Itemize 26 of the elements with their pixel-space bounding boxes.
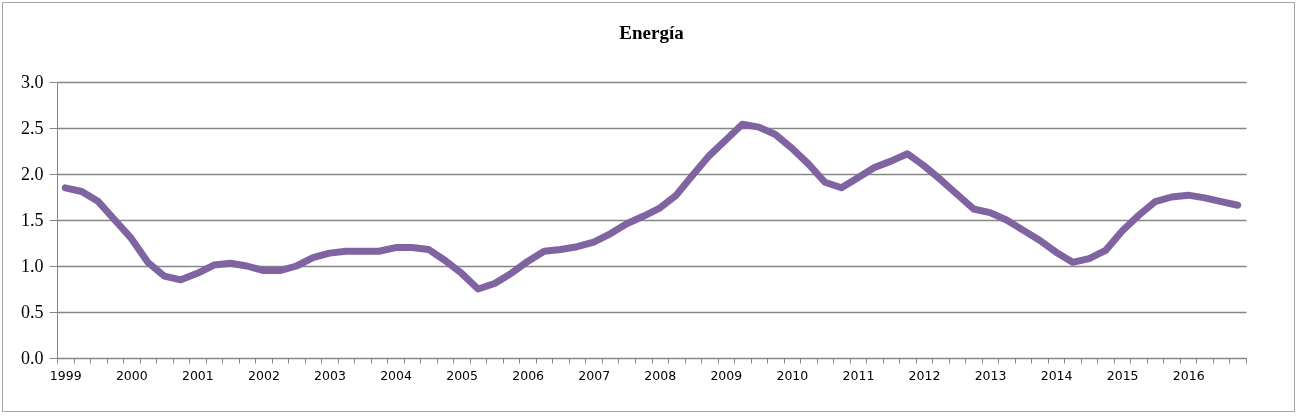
y-tick-label: 0.0 (21, 347, 44, 368)
x-tick-label: 2005 (446, 367, 478, 383)
x-tick-label: 2001 (181, 367, 214, 383)
x-tick-label: 2008 (644, 367, 677, 383)
x-tick-label: 2003 (314, 367, 346, 383)
x-tick-label: 2002 (248, 367, 280, 383)
x-tick-label: 2012 (908, 367, 941, 383)
y-tick-label: 2.0 (21, 163, 44, 184)
x-tick-label: 2014 (1040, 367, 1073, 383)
chart-title: Energía (619, 22, 685, 43)
x-tick-label: 1999 (49, 367, 82, 383)
x-tick-label: 2004 (380, 367, 412, 383)
x-tick-label: 2000 (115, 367, 148, 383)
y-tick-label: 1.0 (21, 255, 44, 276)
x-tick-label: 2015 (1106, 367, 1139, 383)
y-tick-label: 3.0 (21, 71, 44, 92)
y-tick-label: 2.5 (21, 117, 44, 138)
x-tick-label: 2016 (1172, 367, 1205, 383)
x-tick-label: 2009 (710, 367, 743, 383)
x-tick-label: 2013 (974, 367, 1007, 383)
x-tick-label: 2007 (578, 367, 611, 383)
y-tick-label: 0.5 (21, 301, 44, 322)
y-tick-label: 1.5 (21, 209, 44, 230)
x-tick-label: 2011 (842, 367, 875, 383)
x-tick-label: 2010 (776, 367, 809, 383)
x-tick-label: 2006 (512, 367, 545, 383)
